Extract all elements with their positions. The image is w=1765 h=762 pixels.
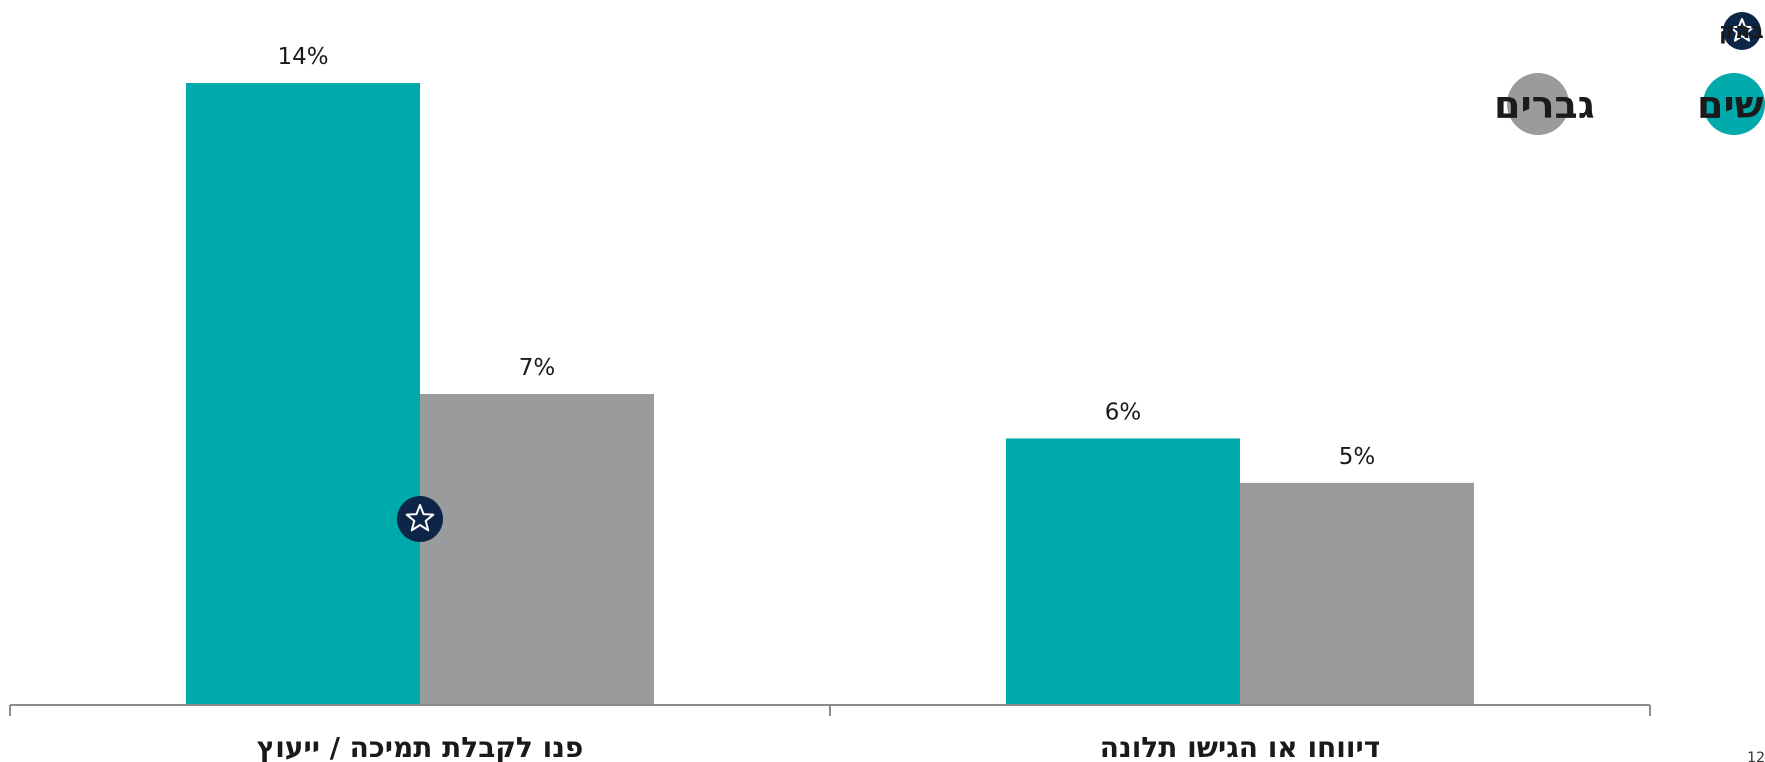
legend-label-men: גברים	[1494, 83, 1595, 127]
bar-complaint-men	[1240, 482, 1474, 705]
bar-support-men	[420, 394, 654, 705]
significance-legend-label: הבדל מובהק	[1719, 19, 1765, 44]
value-label-complaint-men: 5%	[1339, 444, 1376, 470]
category-label-complaint: דיווחו או הגישו תלונה	[1100, 731, 1380, 762]
category-label-support: פנו לקבלת תמיכה / ייעוץ	[257, 731, 584, 762]
value-labels: 6% 5% 14% 7%	[277, 44, 1375, 470]
star-icon	[405, 504, 435, 532]
bars	[186, 83, 1474, 705]
star-icon	[1729, 18, 1755, 42]
significance-legend-badge	[1723, 12, 1761, 50]
legend-swatch-women	[1703, 73, 1765, 135]
legend-label-women: נשים	[1697, 83, 1765, 127]
significance-markers	[397, 496, 443, 542]
value-label-complaint-women: 6%	[1105, 399, 1142, 425]
legend: נשים גברים	[1494, 73, 1765, 135]
x-axis: דיווחו או הגישו תלונה פנו לקבלת תמיכה / …	[9, 704, 1651, 762]
significance-legend: הבדל מובהק	[1719, 12, 1765, 50]
value-label-support-women: 14%	[277, 44, 328, 70]
page-number: 12	[1747, 750, 1765, 762]
value-label-support-men: 7%	[519, 355, 556, 381]
legend-swatch-men	[1507, 73, 1569, 135]
bar-complaint-women	[1006, 438, 1240, 705]
significance-marker	[397, 496, 443, 542]
bar-support-women	[186, 83, 420, 705]
